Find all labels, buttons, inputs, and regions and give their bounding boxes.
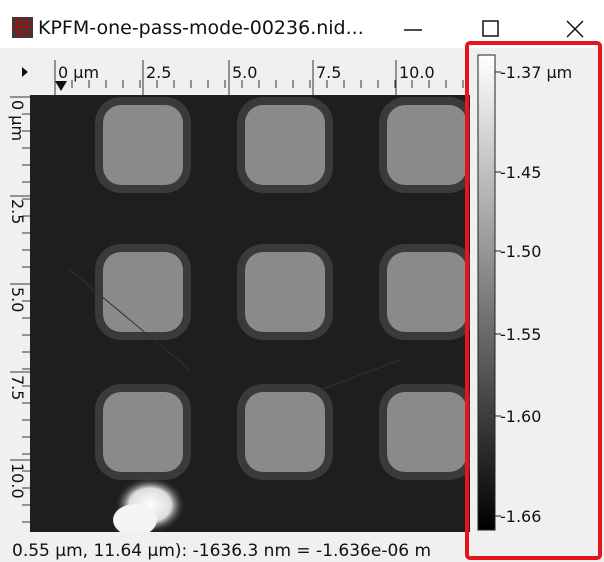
color-bar-label: -1.55 (500, 325, 541, 344)
color-bar (478, 55, 495, 530)
app-icon (12, 17, 33, 38)
ruler-top-label: 5.0 (232, 63, 257, 82)
ruler-left-label: 7.5 (8, 375, 27, 400)
color-bar-label: -1.60 (500, 407, 541, 426)
pad (245, 105, 325, 185)
window: KPFM-one-pass-mode-00236.nid... -1.37 µm… (0, 0, 604, 562)
page: {"window": {"title": "KPFM-one-pass-mode… (0, 0, 604, 562)
status-text: 0.55 µm, 11.64 µm): -1636.3 nm = -1.636e… (12, 541, 431, 561)
pad (103, 105, 183, 185)
afm-image (30, 95, 475, 536)
color-bar-label: -1.45 (500, 163, 541, 182)
pad (387, 252, 467, 332)
pad (103, 392, 183, 472)
pad (387, 392, 467, 472)
ruler-top-label: 0 µm (58, 63, 99, 82)
window-title: KPFM-one-pass-mode-00236.nid... (38, 17, 364, 39)
ruler-top-label: 7.5 (316, 63, 341, 82)
ruler-left-label: 0 µm (8, 100, 27, 141)
ruler-top-label: 10.0 (399, 63, 435, 82)
pad (245, 252, 325, 332)
ruler-left-label: 10.0 (8, 463, 27, 499)
pad (387, 105, 467, 185)
color-bar-label: -1.37 µm (500, 63, 572, 82)
ruler-left-label: 2.5 (8, 199, 27, 224)
color-bar-label: -1.50 (500, 242, 541, 261)
ruler-left-label: 5.0 (8, 287, 27, 312)
pad (245, 392, 325, 472)
color-bar-label: -1.66 (500, 507, 541, 526)
pad (103, 252, 183, 332)
ruler-top-label: 2.5 (146, 63, 171, 82)
